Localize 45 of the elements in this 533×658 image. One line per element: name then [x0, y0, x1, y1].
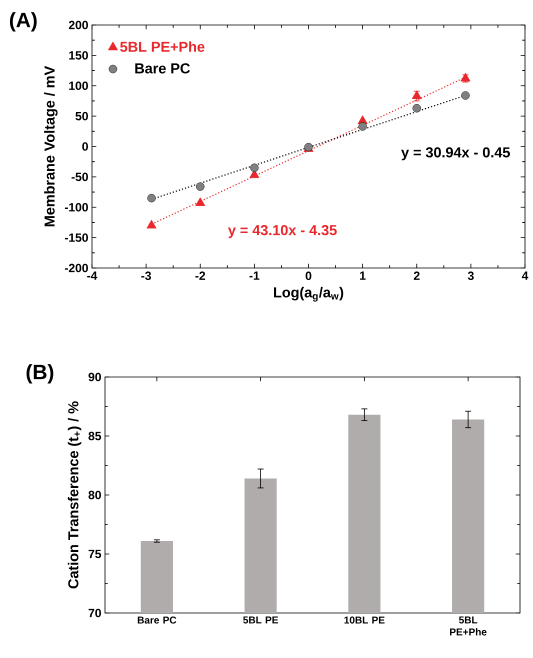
y-tick-label: 85: [88, 432, 102, 440]
point: [250, 164, 259, 172]
point: [196, 182, 204, 191]
chart-title: (B): [26, 364, 54, 384]
point: [195, 197, 206, 206]
y-tick-label: 90: [88, 372, 101, 382]
x-tick-label: 5BL PE: [243, 616, 278, 624]
x-axis-title: Log(a$_{g}$/a$_{w}$): [274, 286, 344, 302]
x-tick-label: 1: [360, 272, 366, 280]
legend-label: Bare PC: [135, 63, 190, 74]
annotation: y = 30.94x - 0.45: [401, 147, 510, 160]
point: [147, 194, 156, 202]
y-tick-label: 0: [82, 142, 88, 151]
point: [461, 91, 470, 100]
y-tick-label: -150: [64, 233, 88, 242]
point: [358, 122, 367, 131]
point: [412, 90, 422, 100]
point: [412, 104, 421, 112]
x-tick-label: -4: [87, 272, 98, 280]
x-tick-label: 3: [468, 272, 474, 280]
x-tick-label: 0: [306, 272, 312, 280]
y-tick-label: -50: [72, 172, 88, 182]
x-tick-label: Bare PC: [138, 616, 176, 624]
x-tick-label: -1: [250, 272, 260, 280]
y-tick-label: 100: [69, 82, 88, 90]
y-tick-label: -200: [64, 264, 88, 272]
x-tick-label: -2: [195, 272, 206, 280]
y-tick-label: 75: [88, 550, 102, 558]
annotation: y = 43.10x - 4.35: [228, 225, 337, 238]
x-tick-label: -3: [141, 272, 152, 280]
x-tick-label: 10BL PE: [344, 616, 385, 624]
y-axis-title: Cation Transference (t$_{+}$) / %: [68, 401, 82, 588]
y-tick-label: 80: [88, 490, 101, 500]
y-tick-label: 200: [68, 20, 88, 30]
y-tick-label: 150: [69, 51, 88, 60]
y-tick-label: 50: [75, 112, 88, 120]
y-axis-title: Membrane Voltage / mV: [44, 66, 58, 226]
x-tick-label: 5BL PE+Phe: [450, 616, 487, 636]
point: [146, 220, 156, 228]
y-tick-label: 70: [88, 608, 101, 618]
chart-title: (A): [10, 12, 37, 32]
legend-label: 5BL PE+Phe: [120, 41, 204, 52]
y-tick-label: -100: [64, 203, 88, 212]
x-tick-label: 2: [414, 272, 420, 280]
x-tick-label: 4: [522, 272, 528, 280]
